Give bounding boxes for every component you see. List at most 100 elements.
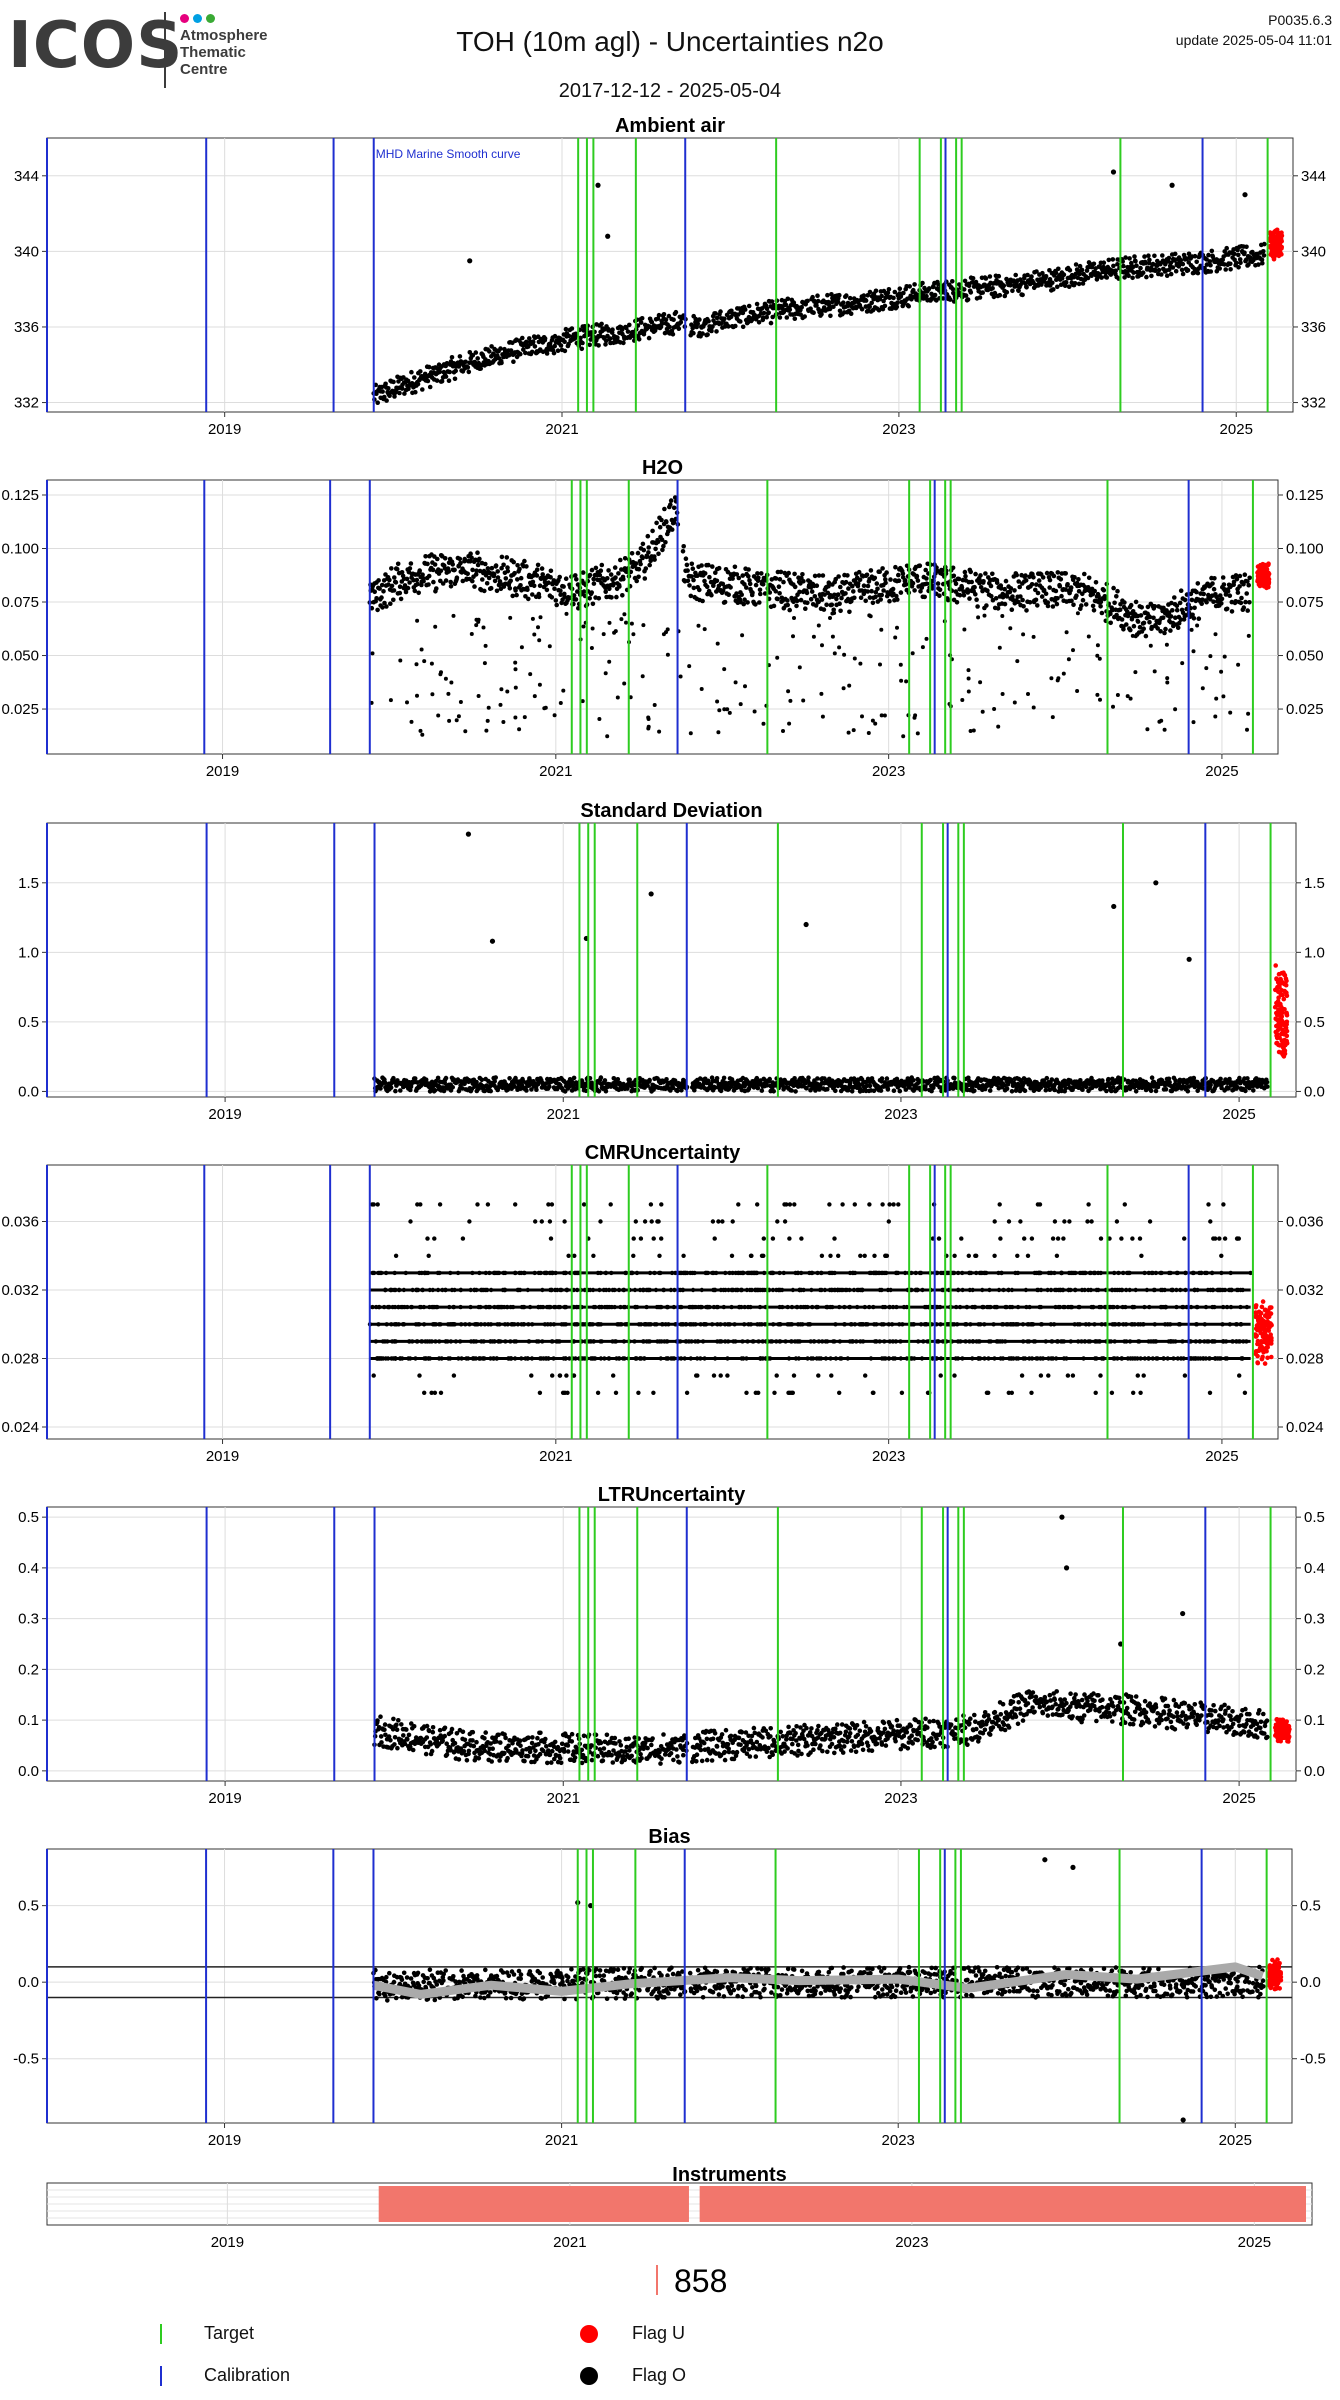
data-point	[1123, 255, 1128, 260]
y-tick-label: 1.0	[18, 944, 39, 961]
data-point	[861, 293, 867, 298]
data-point	[814, 303, 819, 308]
data-point	[382, 394, 387, 400]
data-point	[867, 289, 873, 295]
data-point	[481, 625, 486, 630]
flag-u-point	[1274, 1040, 1279, 1046]
data-point	[1196, 616, 1202, 621]
data-point	[920, 280, 925, 286]
data-point	[431, 579, 436, 585]
data-point	[863, 598, 868, 604]
data-point	[1237, 573, 1243, 579]
data-point	[408, 561, 414, 566]
data-point	[879, 592, 884, 598]
data-point	[610, 327, 615, 333]
data-point	[950, 279, 955, 284]
data-point	[1101, 260, 1107, 266]
data-point	[595, 1390, 601, 1396]
data-point	[611, 1373, 616, 1378]
flag-u-point	[1281, 972, 1287, 977]
data-point	[483, 643, 488, 648]
data-point	[1129, 260, 1134, 266]
data-point	[1177, 600, 1183, 606]
data-point	[852, 656, 857, 661]
data-point	[928, 1077, 933, 1083]
data-point	[1003, 578, 1009, 584]
data-point	[1071, 648, 1075, 653]
data-point	[785, 602, 790, 608]
data-point	[1164, 273, 1170, 279]
data-point	[1237, 257, 1243, 262]
chart-title: H2O	[642, 457, 683, 479]
data-point	[1234, 1084, 1240, 1090]
data-point	[743, 684, 747, 689]
data-point	[397, 584, 403, 589]
data-point	[895, 625, 899, 630]
data-point	[697, 587, 702, 593]
data-point	[656, 312, 662, 318]
data-point	[475, 562, 481, 568]
data-point	[1115, 588, 1120, 594]
data-point	[417, 1373, 422, 1378]
data-point	[962, 569, 968, 575]
data-point	[635, 550, 641, 556]
data-point	[893, 564, 898, 570]
data-point	[1261, 249, 1266, 254]
data-point	[1069, 598, 1074, 604]
data-point	[555, 348, 561, 354]
data-point	[800, 572, 805, 577]
data-point	[597, 717, 602, 721]
data-point	[558, 592, 563, 597]
data-point	[383, 381, 388, 387]
data-point	[1134, 263, 1139, 269]
data-point	[1008, 626, 1013, 631]
data-point	[581, 624, 586, 629]
data-point	[1119, 617, 1125, 622]
data-point	[966, 283, 972, 289]
data-point	[1160, 253, 1165, 258]
data-point	[505, 689, 510, 694]
data-point	[513, 660, 518, 665]
data-point	[475, 356, 481, 361]
data-point	[499, 554, 505, 560]
data-point	[1129, 611, 1134, 616]
data-point	[940, 296, 946, 301]
data-point	[830, 634, 835, 639]
y-tick-label-right: 0.125	[1286, 487, 1324, 504]
data-point	[668, 498, 674, 503]
data-point	[391, 379, 396, 385]
data-point	[833, 1088, 838, 1094]
data-point	[492, 578, 498, 584]
data-point	[973, 592, 978, 597]
data-point	[965, 297, 971, 302]
data-point	[885, 1087, 891, 1092]
x-tick-label: 2019	[208, 1106, 241, 1123]
outlier-point	[648, 891, 654, 897]
data-point	[605, 734, 610, 739]
flag-u-point	[1282, 988, 1287, 994]
data-point	[647, 562, 652, 568]
data-point	[1224, 245, 1229, 251]
data-point	[426, 573, 432, 579]
data-point	[669, 527, 675, 532]
data-point	[1085, 275, 1091, 281]
data-point	[899, 678, 904, 683]
data-point	[534, 1087, 539, 1092]
data-point	[409, 719, 414, 724]
data-point	[773, 576, 779, 581]
data-point	[709, 592, 714, 598]
plot-area	[46, 479, 1279, 755]
data-point	[479, 1077, 485, 1083]
x-tick-label: 2021	[547, 1106, 580, 1123]
data-point	[881, 588, 886, 593]
data-point	[398, 1088, 403, 1093]
data-point	[1122, 275, 1127, 280]
y-tick-label-right: 0.036	[1286, 1214, 1324, 1231]
data-point	[552, 713, 557, 718]
data-point	[465, 365, 471, 370]
data-point	[1147, 619, 1152, 625]
data-point	[453, 368, 459, 374]
data-point	[761, 310, 767, 316]
data-point	[704, 584, 710, 590]
